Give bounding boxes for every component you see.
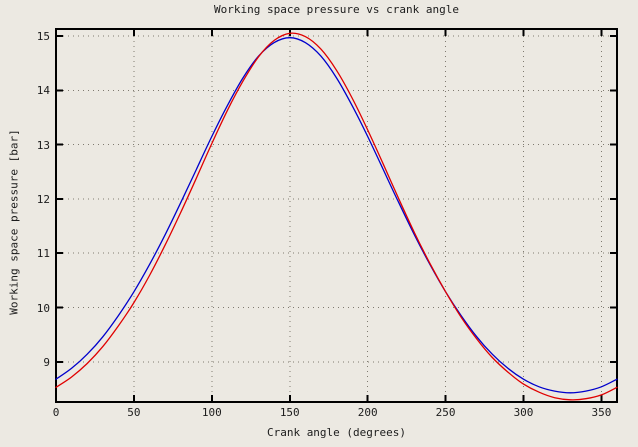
y-tick-label: 13 xyxy=(36,138,50,152)
x-tick-label: 150 xyxy=(279,406,300,419)
y-tick-label: 15 xyxy=(36,30,50,44)
x-axis-label: Crank angle (degrees) xyxy=(266,426,407,439)
plot-border xyxy=(55,28,618,403)
red-curve xyxy=(55,32,618,401)
chart-title: Working space pressure vs crank angle xyxy=(213,3,460,16)
x-tick-label: 350 xyxy=(591,406,612,419)
x-tick-label: 100 xyxy=(201,406,222,419)
x-tick-label: 300 xyxy=(513,406,534,419)
x-tick-label: 250 xyxy=(435,406,456,419)
x-tick-label: 200 xyxy=(357,406,378,419)
y-tick-label: 10 xyxy=(36,301,50,315)
y-tick-label: 14 xyxy=(36,84,50,98)
x-tick-label: 0 xyxy=(52,406,60,419)
x-tick-label: 50 xyxy=(127,406,141,419)
y-tick-label: 9 xyxy=(43,355,50,369)
y-tick-label: 12 xyxy=(36,192,50,206)
blue-curve xyxy=(55,37,618,394)
y-tick-label: 11 xyxy=(36,247,50,261)
